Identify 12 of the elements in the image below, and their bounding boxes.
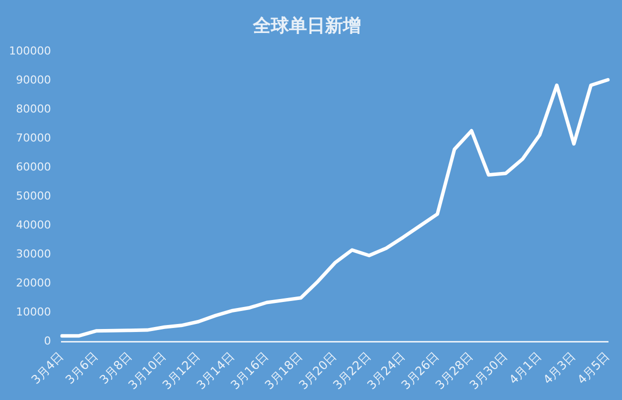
y-tick-label: 70000 (16, 131, 51, 144)
y-tick-label: 0 (44, 334, 51, 348)
y-tick-label: 50000 (16, 189, 51, 202)
y-tick-label: 60000 (16, 160, 51, 174)
chart-title: 全球单日新增 (252, 15, 361, 36)
y-tick-label: 80000 (16, 102, 51, 116)
y-tick-label: 40000 (16, 218, 51, 232)
y-tick-label: 90000 (16, 73, 51, 86)
y-tick-label: 20000 (16, 276, 51, 290)
y-tick-label: 100000 (8, 44, 51, 58)
y-tick-label: 10000 (16, 306, 51, 319)
y-tick-label: 30000 (16, 247, 51, 260)
